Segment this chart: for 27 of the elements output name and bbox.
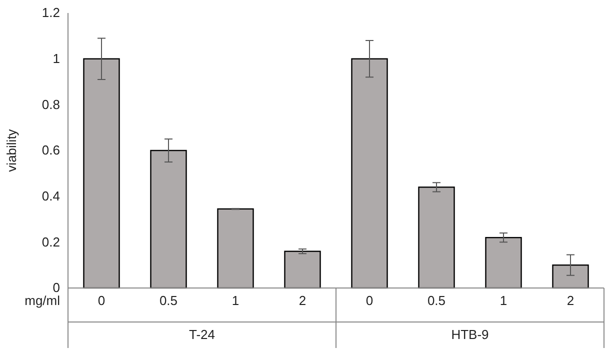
x-tick-label: 1	[232, 293, 240, 308]
y-tick-label: 0.8	[42, 96, 60, 112]
y-tick-label: 1.2	[42, 5, 60, 20]
y-tick-label: 0.6	[42, 142, 60, 158]
x-axis-title: mg/ml	[24, 293, 60, 308]
bar	[351, 58, 388, 289]
x-tick-label: 2	[566, 293, 574, 308]
x-tick-label: 1	[500, 293, 508, 308]
bar	[552, 264, 589, 289]
text: T-24	[188, 327, 216, 342]
bar	[150, 150, 187, 289]
bar	[83, 58, 120, 289]
bar	[485, 236, 522, 289]
bar	[217, 208, 254, 289]
x-tick-label: 0.5	[159, 293, 178, 308]
y-tick-label: 0	[52, 280, 60, 296]
y-tick-label: 0.2	[42, 234, 60, 250]
x-tick-label: 2	[298, 293, 306, 308]
y-tick-label: 1	[52, 50, 60, 66]
x-tick-label: 0	[366, 293, 374, 308]
text: HTB-9	[451, 327, 489, 342]
x-tick-label: 0	[98, 293, 106, 308]
y-tick-label: 0.4	[42, 188, 60, 204]
bar	[418, 186, 455, 289]
bar	[284, 250, 321, 289]
y-axis-title: viability	[4, 128, 19, 172]
x-tick-label: 0.5	[427, 293, 446, 308]
